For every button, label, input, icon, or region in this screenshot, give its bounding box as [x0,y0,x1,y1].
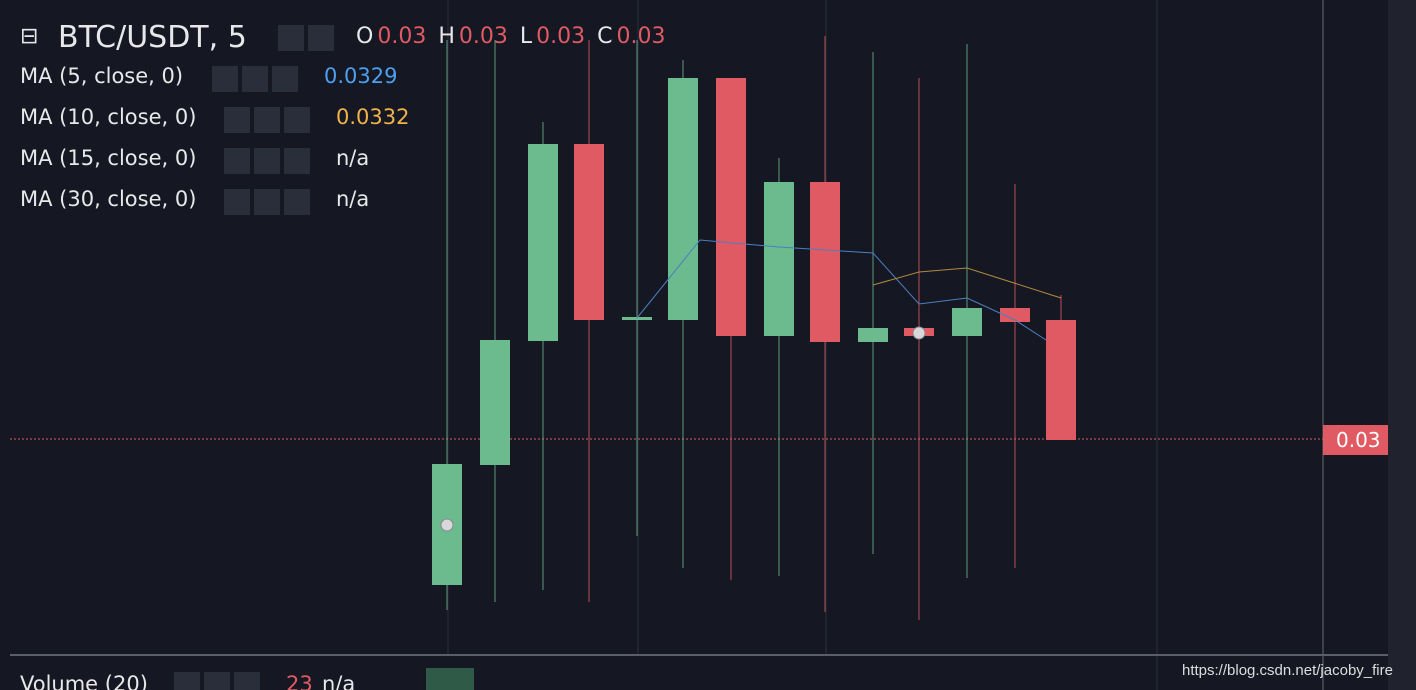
settings-icon[interactable] [254,107,280,133]
candle-body [528,144,558,341]
close-icon[interactable] [284,189,310,215]
collapse-icon[interactable]: ⊟ [20,24,39,49]
price-tag-bg [1323,425,1388,455]
settings-icon[interactable] [242,66,268,92]
indicator-name: MA (15, close, 0) [20,146,197,170]
indicator-value: 0.0332 [336,105,410,129]
indicator-icons[interactable] [224,107,310,133]
close-icon[interactable] [284,148,310,174]
cursor-dot [912,326,926,340]
cursor-dot [440,518,454,532]
volume-icons[interactable] [174,672,260,690]
eye-icon[interactable] [174,672,200,690]
scrollbar [1388,0,1416,690]
ohlc: O 0.03 H 0.03 L 0.03 C 0.03 [356,24,677,49]
ma5-line [636,239,1047,341]
eye-icon[interactable] [224,148,250,174]
indicator-icons[interactable] [212,66,298,92]
ohlc-value: 0.03 [458,24,508,49]
indicator-value: n/a [336,187,370,211]
indicator-icons[interactable] [224,189,310,215]
ohlc-label: C [597,24,613,49]
candle-body [810,182,840,342]
indicator-name: MA (10, close, 0) [20,105,197,129]
ma10-line [872,267,1062,299]
candle-body [622,317,652,320]
ohlc-label: O [356,24,374,49]
ohlc-label: H [438,24,455,49]
candle-body [574,144,604,320]
volume-name: Volume (20) [20,672,148,690]
volume-period: 23 [286,672,313,690]
candle-body [1046,320,1076,440]
settings-icon[interactable] [204,672,230,690]
watermark: https://blog.csdn.net/jacoby_fire [1182,662,1393,679]
candle-body [858,328,888,342]
symbol: BTC/USDT, 5 [58,20,247,55]
ohlc-label: L [519,24,533,49]
settings-icon[interactable] [254,189,280,215]
indicator-value: 0.0329 [324,64,398,88]
eye-icon[interactable] [224,107,250,133]
volume-bar [426,668,474,690]
candle-body [952,308,982,336]
close-icon[interactable] [284,107,310,133]
settings-icon[interactable] [254,148,280,174]
candle-body [716,78,746,336]
close-icon[interactable] [272,66,298,92]
candle-body [764,182,794,336]
ohlc-value: 0.03 [536,24,586,49]
candle-body [668,78,698,320]
indicator-icons[interactable] [224,148,310,174]
symbol-icons[interactable] [278,25,334,51]
eye-icon[interactable] [212,66,238,92]
indicator-name: MA (30, close, 0) [20,187,197,211]
ohlc-value: 0.03 [616,24,666,49]
eye-icon[interactable] [224,189,250,215]
indicator-name: MA (5, close, 0) [20,64,184,88]
close-icon[interactable] [234,672,260,690]
price-tag: 0.03 [1336,428,1381,452]
settings-icon[interactable] [308,25,334,51]
indicator-value: n/a [336,146,370,170]
eye-icon[interactable] [278,25,304,51]
ohlc-value: 0.03 [377,24,427,49]
volume-value: n/a [322,672,356,690]
candle-body [1000,308,1030,322]
candle-body [480,340,510,465]
